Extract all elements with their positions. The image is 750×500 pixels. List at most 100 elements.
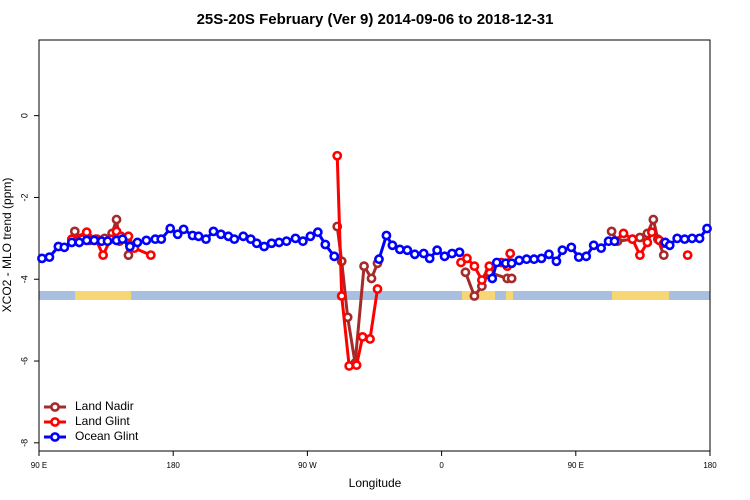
land-patch [75,291,131,300]
plot-frame [38,39,711,452]
data-point [505,248,516,259]
data-point [332,150,343,161]
data-point [648,214,659,225]
data-point [682,250,693,261]
data-point [462,253,472,264]
legend-swatch-point [50,417,60,427]
data-point [432,245,443,256]
data-point [336,291,347,301]
legend-swatch-point [50,402,60,412]
data-point [588,240,599,251]
y-tick-label: -8 [19,439,29,447]
data-point [251,238,262,249]
data-point [573,252,584,263]
data-point [165,223,176,234]
data-point [132,237,143,248]
y-tick-label: -4 [19,275,29,283]
data-point [454,247,465,258]
legend-label: Ocean Glint [75,429,139,443]
data-point [69,226,80,237]
data-point [172,229,183,240]
data-point [344,361,355,371]
data-point [551,256,562,267]
data-point [374,254,384,265]
data-point [312,227,323,238]
legend-label: Land Glint [75,414,130,428]
data-point [305,231,316,242]
data-point [469,291,480,301]
data-point [487,273,498,284]
data-point [125,241,135,252]
ocean-strip [39,291,710,300]
data-point [381,230,392,241]
data-point [664,240,675,251]
x-tick-label: 90 W [298,461,317,470]
data-point [238,231,249,242]
data-point [141,235,152,246]
data-point [672,233,683,244]
data-point [281,236,292,247]
legend-label: Land Nadir [75,399,134,413]
data-point [44,252,55,263]
data-point [484,261,495,272]
data-point [201,234,211,245]
x-tick-label: 180 [167,461,181,470]
data-point [111,214,122,225]
x-tick-label: 90 E [568,461,584,470]
data-point [702,223,712,234]
data-point [476,275,487,285]
data-point [439,251,450,262]
data-point [372,284,383,294]
data-point [609,236,620,247]
data-point [229,234,240,245]
data-point [606,226,617,237]
data-point [102,236,113,247]
data-point [424,253,435,264]
data-point [687,233,698,244]
data-point [365,334,375,344]
data-point [642,237,653,248]
data-point [357,332,368,342]
data-point [447,248,457,259]
x-tick-label: 180 [703,461,717,470]
data-point [544,249,554,260]
data-point [89,235,100,246]
data-point [402,245,413,256]
data-point [491,257,502,268]
data-point [259,241,270,252]
data-point [557,245,568,256]
data-point [98,250,109,261]
land-patch [612,291,669,300]
data-point [646,227,657,238]
data-point [506,273,517,284]
chart-title: 25S-20S February (Ver 9) 2014-09-06 to 2… [197,11,554,28]
data-point [81,235,92,246]
data-point [387,240,398,251]
data-point [216,229,226,240]
data-point [394,244,405,255]
data-point [536,253,547,264]
data-point [193,231,204,242]
data-point [366,273,377,284]
data-point [566,242,577,253]
data-point [66,237,77,248]
data-point [460,267,471,278]
data-point [521,254,532,265]
data-point [635,250,645,261]
data-point [359,261,369,272]
data-point [274,237,284,248]
legend-swatch-point [50,432,60,442]
data-point [469,261,480,272]
data-point [581,251,592,262]
x-tick-label: 90 E [31,461,47,470]
data-point [81,227,92,238]
data-point [37,253,47,264]
data-point [627,234,638,245]
data-point [635,232,645,243]
data-point [208,226,219,237]
data-point [74,237,85,248]
data-point [178,224,189,235]
